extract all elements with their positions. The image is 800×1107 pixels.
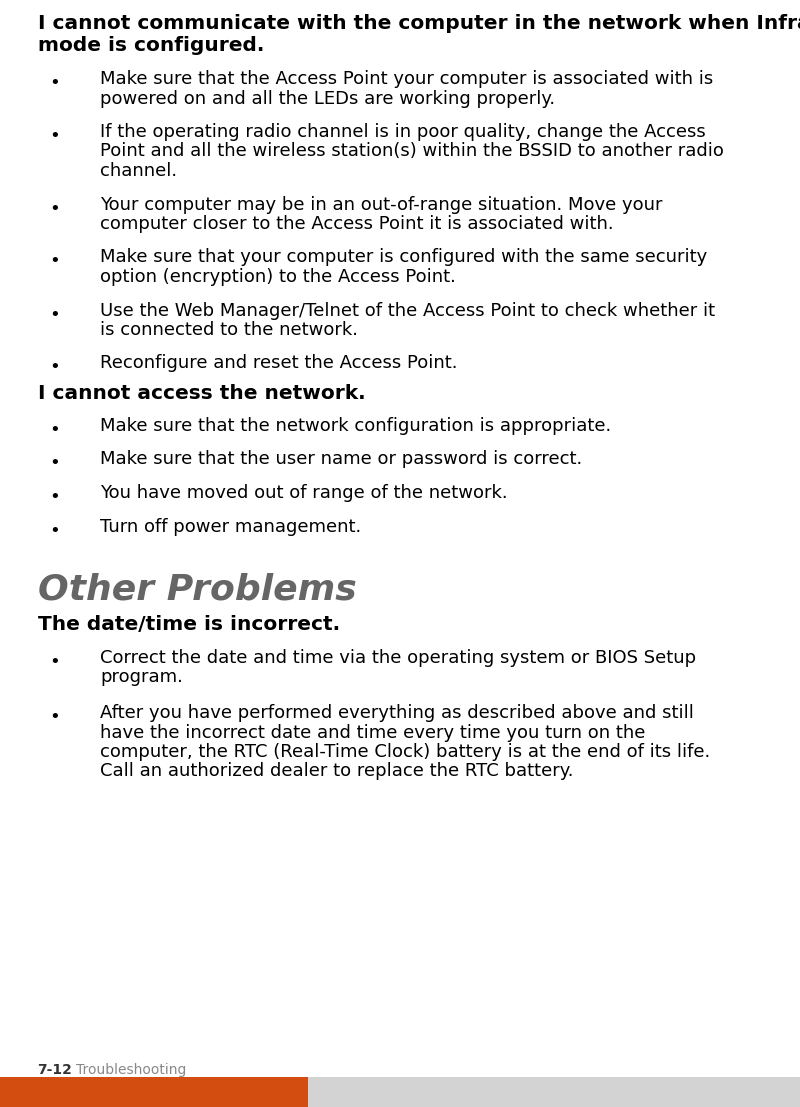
Text: computer, the RTC (Real-Time Clock) battery is at the end of its life.: computer, the RTC (Real-Time Clock) batt… — [100, 743, 710, 761]
Text: 7-12: 7-12 — [38, 1063, 73, 1077]
Text: Use the Web Manager/Telnet of the Access Point to check whether it: Use the Web Manager/Telnet of the Access… — [100, 301, 715, 320]
Text: have the incorrect date and time every time you turn on the: have the incorrect date and time every t… — [100, 724, 646, 742]
Text: Make sure that your computer is configured with the same security: Make sure that your computer is configur… — [100, 248, 707, 267]
Text: Make sure that the user name or password is correct.: Make sure that the user name or password… — [100, 451, 582, 468]
Text: powered on and all the LEDs are working properly.: powered on and all the LEDs are working … — [100, 90, 555, 107]
Bar — [0, 1077, 308, 1107]
Text: is connected to the network.: is connected to the network. — [100, 321, 358, 339]
Text: If the operating radio channel is in poor quality, change the Access: If the operating radio channel is in poo… — [100, 123, 706, 141]
Text: option (encryption) to the Access Point.: option (encryption) to the Access Point. — [100, 268, 456, 286]
Text: Turn off power management.: Turn off power management. — [100, 517, 362, 536]
Text: I cannot access the network.: I cannot access the network. — [38, 384, 366, 403]
Text: channel.: channel. — [100, 162, 177, 180]
Text: I cannot communicate with the computer in the network when Infrastructure: I cannot communicate with the computer i… — [38, 14, 800, 33]
Text: •: • — [49, 127, 60, 145]
Text: Reconfigure and reset the Access Point.: Reconfigure and reset the Access Point. — [100, 354, 458, 372]
Text: •: • — [49, 421, 60, 439]
Text: program.: program. — [100, 669, 183, 686]
Text: •: • — [49, 359, 60, 376]
Text: Make sure that the Access Point your computer is associated with is: Make sure that the Access Point your com… — [100, 70, 714, 87]
Text: mode is configured.: mode is configured. — [38, 37, 264, 55]
Text: •: • — [49, 199, 60, 217]
Text: •: • — [49, 653, 60, 671]
Text: •: • — [49, 488, 60, 506]
Text: computer closer to the Access Point it is associated with.: computer closer to the Access Point it i… — [100, 215, 614, 232]
Text: •: • — [49, 708, 60, 726]
Text: •: • — [49, 252, 60, 270]
Text: Make sure that the network configuration is appropriate.: Make sure that the network configuration… — [100, 417, 611, 435]
Text: Point and all the wireless station(s) within the BSSID to another radio: Point and all the wireless station(s) wi… — [100, 143, 724, 161]
Text: Call an authorized dealer to replace the RTC battery.: Call an authorized dealer to replace the… — [100, 763, 574, 780]
Text: After you have performed everything as described above and still: After you have performed everything as d… — [100, 704, 694, 722]
Text: •: • — [49, 455, 60, 473]
Text: You have moved out of range of the network.: You have moved out of range of the netwo… — [100, 484, 508, 501]
Text: The date/time is incorrect.: The date/time is incorrect. — [38, 615, 340, 634]
Text: Correct the date and time via the operating system or BIOS Setup: Correct the date and time via the operat… — [100, 649, 696, 668]
Text: •: • — [49, 521, 60, 539]
Text: •: • — [49, 74, 60, 92]
Text: Your computer may be in an out-of-range situation. Move your: Your computer may be in an out-of-range … — [100, 196, 662, 214]
Text: Troubleshooting: Troubleshooting — [75, 1063, 186, 1077]
Text: Other Problems: Other Problems — [38, 573, 356, 607]
Bar — [308, 1077, 800, 1107]
Text: •: • — [49, 306, 60, 323]
